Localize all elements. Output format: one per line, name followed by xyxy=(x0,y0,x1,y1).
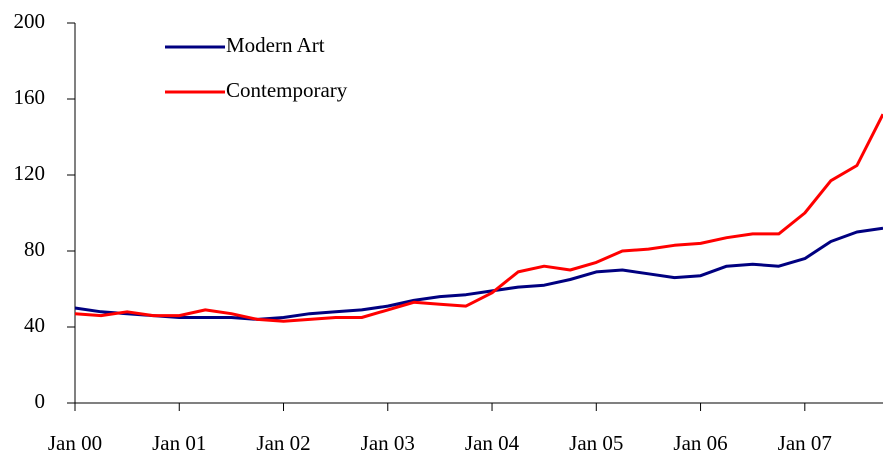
x-tick-label: Jan 02 xyxy=(256,431,310,455)
line-series xyxy=(74,226,883,321)
y-tick-label: 200 xyxy=(14,9,46,33)
x-tick-label: Jan 04 xyxy=(465,431,520,455)
x-tick-label: Jan 00 xyxy=(48,431,102,455)
x-tick-label: Jan 06 xyxy=(673,431,727,455)
x-tick-label: Jan 05 xyxy=(569,431,623,455)
y-tick-label: 160 xyxy=(14,85,46,109)
line-series xyxy=(74,113,883,323)
legend-label: Modern Art xyxy=(226,33,325,57)
y-tick-label: 0 xyxy=(35,389,46,413)
legend-label: Contemporary xyxy=(226,78,348,102)
x-tick-label: Jan 01 xyxy=(152,431,206,455)
x-tick-label: Jan 07 xyxy=(778,431,832,455)
y-tick-label: 80 xyxy=(24,237,45,261)
y-tick-label: 120 xyxy=(14,161,46,185)
x-tick-label: Jan 03 xyxy=(361,431,415,455)
y-tick-label: 40 xyxy=(24,313,45,337)
